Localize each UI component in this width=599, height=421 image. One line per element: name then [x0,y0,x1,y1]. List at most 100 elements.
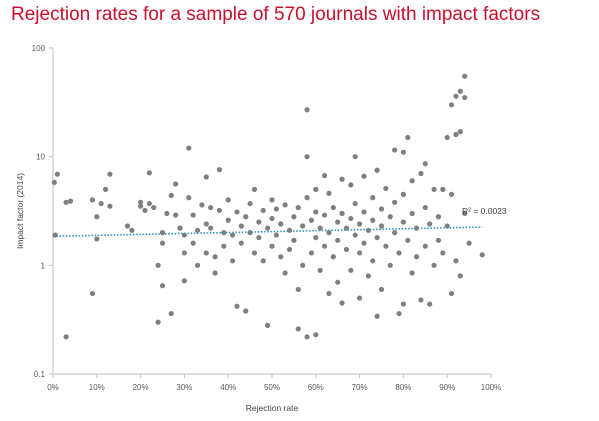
data-point [89,290,96,297]
data-point [348,215,354,222]
data-point [321,243,328,249]
data-point [453,258,459,264]
data-point [440,250,446,256]
data-point [361,209,367,215]
data-point [335,279,341,285]
x-tick-label: 90% [439,383,455,392]
data-point [67,198,74,204]
data-point [295,286,301,293]
data-point [98,200,104,207]
data-point [282,270,288,276]
data-point [365,273,371,279]
data-point [234,303,240,309]
data-point [335,219,341,225]
data-point [396,250,402,256]
data-point [453,93,459,99]
data-point [374,313,380,319]
x-tick-label: 30% [176,383,192,392]
data-point [181,250,187,256]
data-point [186,145,192,151]
data-point [418,170,424,177]
data-point [313,186,319,192]
data-point [435,237,442,243]
data-point [357,295,363,301]
data-point [216,167,223,173]
data-point [383,243,389,249]
data-point [339,210,345,217]
x-tick-label: 40% [220,383,236,392]
data-point [435,214,442,220]
data-point [234,209,240,215]
data-point [409,178,415,184]
data-point [343,246,350,253]
data-point [462,210,468,217]
data-point [247,230,253,236]
data-point [186,195,192,201]
data-point [431,186,437,192]
data-points [51,73,485,340]
data-point [243,214,249,220]
data-point [352,154,358,160]
data-point [317,225,323,231]
data-point [418,297,424,303]
data-point [225,197,231,203]
data-point [229,258,236,264]
data-point [348,267,354,273]
data-point [348,182,354,188]
data-point [159,230,166,236]
data-point [392,230,398,236]
data-point [278,254,284,260]
data-point [146,170,152,176]
data-point [448,102,455,108]
data-point [313,332,319,338]
data-point [208,204,214,211]
data-point [212,254,218,260]
data-point [142,207,148,214]
data-point [243,308,249,314]
data-point [238,223,244,229]
data-point [422,204,428,211]
data-point [357,221,363,227]
data-point [457,273,463,279]
data-point [400,191,406,197]
data-point [151,204,157,211]
data-point [146,200,152,207]
y-tick-label: 100 [32,44,46,53]
x-tick-label: 20% [133,383,149,392]
data-point [159,283,166,289]
data-point [63,334,69,340]
data-point [181,232,187,238]
data-point [295,326,301,332]
x-axis-title: Rejection rate [246,403,299,413]
data-point [138,199,144,205]
data-point [339,300,345,306]
data-point [313,234,319,241]
data-point [370,258,376,264]
data-point [378,286,385,293]
data-point [54,171,60,177]
data-point [326,190,332,196]
data-point [155,319,161,325]
data-point [326,230,332,236]
data-point [409,270,415,276]
data-point [194,262,201,268]
data-point [392,147,398,153]
data-point [396,310,402,317]
data-point [164,210,170,217]
data-point [335,237,341,243]
data-point [203,174,209,180]
y-axis-ticks: 0.1 1 10 100 [32,44,53,379]
data-point [378,206,385,212]
data-point [300,223,306,229]
data-point [138,203,144,209]
data-point [326,290,332,297]
data-point [427,301,433,307]
data-point [405,134,411,141]
data-point [387,262,393,268]
data-point [308,217,315,223]
data-point [216,207,223,214]
data-point [155,262,161,268]
data-point [212,270,218,276]
data-point [129,227,135,233]
y-tick-label: 1 [41,261,46,270]
